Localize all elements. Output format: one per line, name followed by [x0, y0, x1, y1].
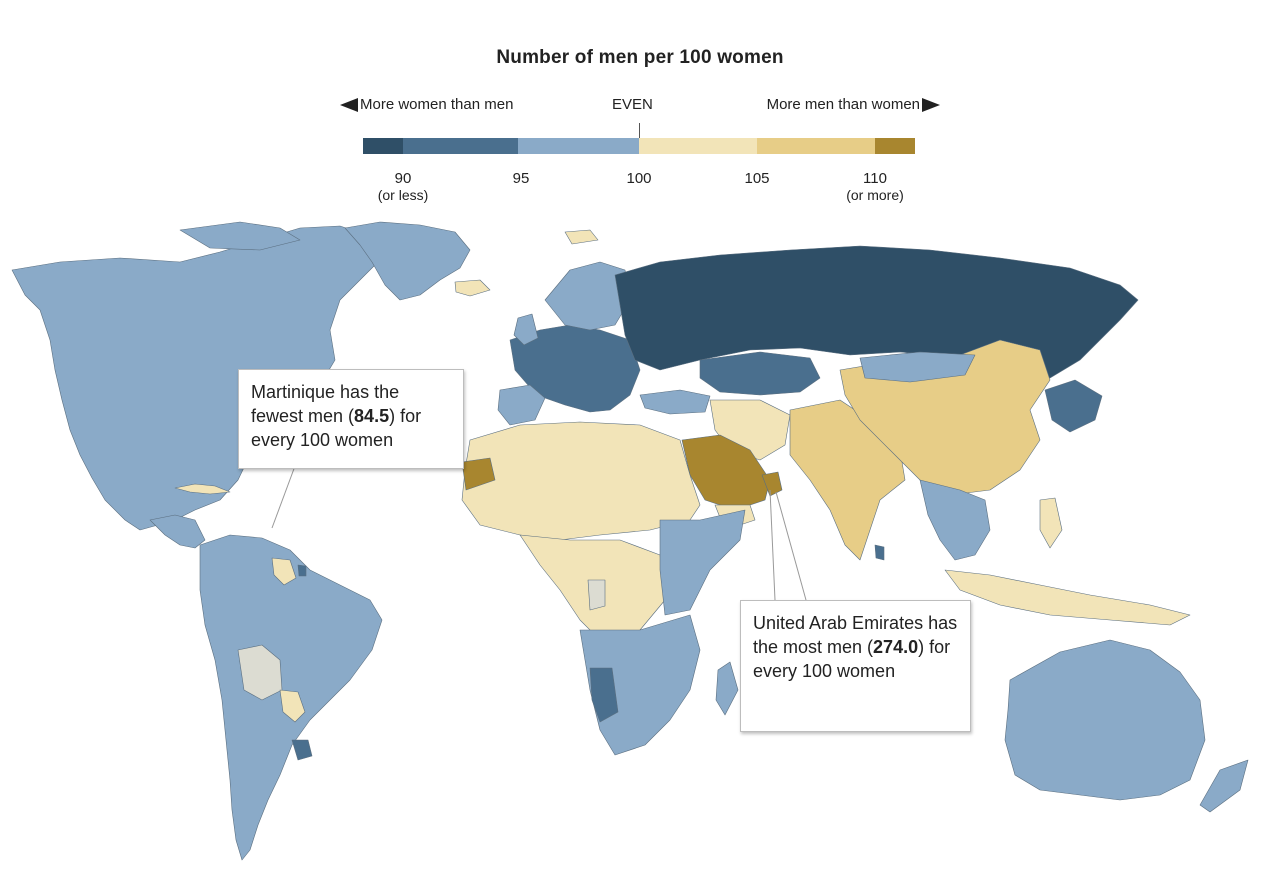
uae-pointer-1 [769, 489, 776, 601]
map-title: Number of men per 100 women [496, 47, 784, 68]
left-arrow-icon [340, 97, 358, 112]
region-southeast-asia [919, 479, 991, 561]
martinique-value: 84.5 [354, 406, 390, 426]
legend-right-label: More men than women [767, 96, 940, 113]
region-drc-nodata [587, 579, 606, 611]
legend-even-label: EVEN [612, 96, 653, 113]
legend-tick-100: 100 [626, 170, 652, 187]
region-french-guiana [297, 564, 307, 577]
region-southern-africa [579, 614, 701, 756]
legend-swatch-4 [757, 138, 875, 154]
region-uae [761, 471, 783, 497]
region-iceland [454, 279, 491, 297]
legend-tick-110: 110 (or more) [846, 170, 904, 203]
uae-pointer-2 [775, 491, 807, 601]
region-east-africa [659, 509, 746, 616]
legend-ticks: 90 (or less) 95 100 105 110 (or more) [0, 170, 1280, 210]
region-guyana [271, 557, 297, 586]
world-map [11, 221, 1249, 861]
legend-swatch-0 [363, 138, 403, 154]
region-kazakhstan [699, 351, 821, 396]
region-indonesia [944, 569, 1191, 626]
region-madagascar [715, 661, 739, 716]
region-sri-lanka [874, 544, 885, 561]
region-western-sahara [461, 457, 496, 491]
region-new-zealand [1199, 759, 1249, 813]
region-philippines [1039, 497, 1063, 549]
legend-color-bar [363, 138, 915, 154]
region-australia [1004, 639, 1206, 801]
region-greenland [344, 221, 471, 301]
martinique-pointer [271, 465, 296, 529]
callout-martinique: Martinique has the fewest men (84.5) for… [238, 369, 464, 469]
legend-swatch-5 [875, 138, 915, 154]
region-paraguay [279, 689, 306, 723]
right-arrow-icon [922, 97, 940, 112]
callout-uae: United Arab Emirates has the most men (2… [740, 600, 971, 732]
region-mongolia [859, 351, 976, 383]
legend-left-text: More women than men [360, 96, 514, 113]
legend-tick-90: 90 (or less) [377, 170, 429, 203]
region-iberia [497, 384, 546, 426]
legend-swatch-3 [639, 138, 757, 154]
legend-swatch-1 [403, 138, 518, 154]
region-turkey [639, 389, 711, 415]
region-arctic-islands [179, 221, 301, 251]
legend-tick-105: 105 [744, 170, 770, 187]
region-korea-japan [1044, 379, 1103, 433]
region-svalbard [564, 229, 599, 245]
region-saudi [681, 434, 771, 511]
legend-swatch-2 [518, 138, 639, 154]
region-cuba [174, 483, 231, 495]
region-uruguay [291, 739, 313, 761]
legend-left-label: More women than men [340, 96, 513, 113]
region-namibia [589, 667, 619, 723]
region-central-america [149, 514, 206, 549]
legend-right-text: More men than women [766, 96, 920, 113]
uae-value: 274.0 [873, 637, 919, 657]
legend-labels: More women than men EVEN More men than w… [340, 96, 940, 118]
region-uk [513, 313, 539, 346]
legend-tick-95: 95 [512, 170, 530, 187]
region-scandinavia [544, 261, 631, 331]
